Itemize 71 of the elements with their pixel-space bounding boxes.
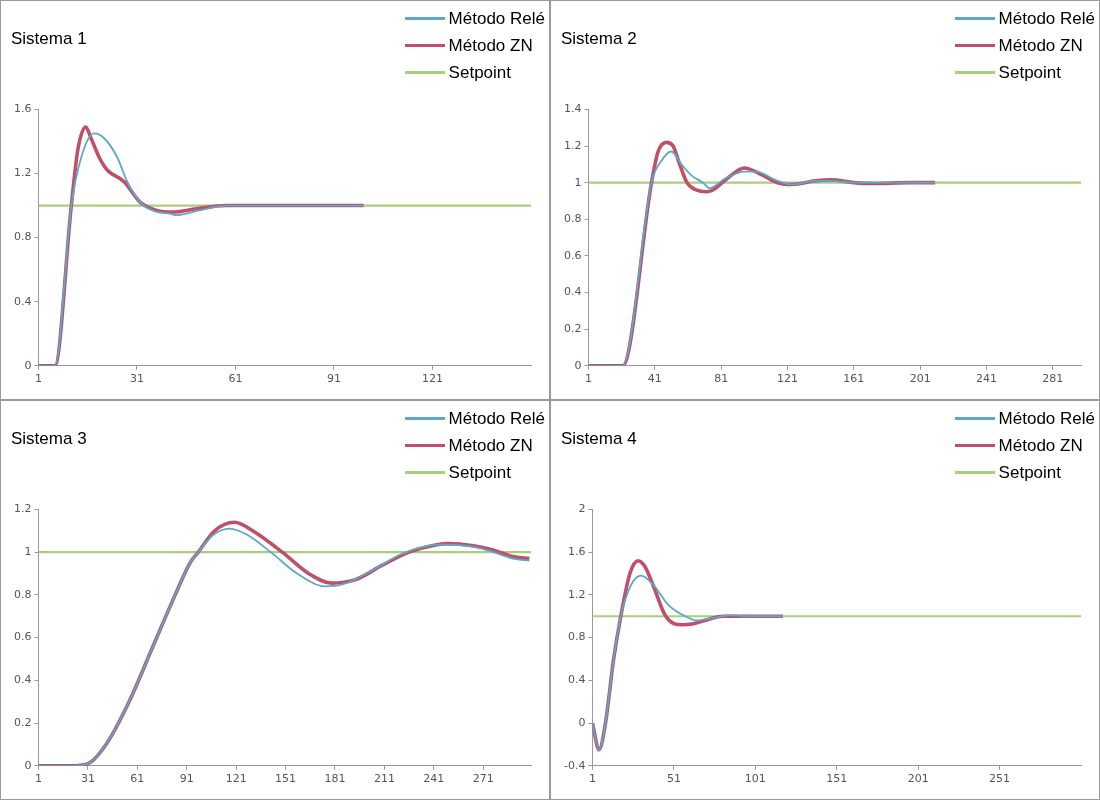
x-tick-label: 31 <box>80 772 95 786</box>
x-tick-label: 61 <box>228 372 243 386</box>
x-tick-label: 201 <box>909 372 931 386</box>
y-tick-label: 0.8 <box>563 212 582 226</box>
y-tick-label: 2 <box>578 502 586 516</box>
x-tick-label: 201 <box>907 772 929 786</box>
chart-title: Sistema 3 <box>11 428 87 448</box>
x-tick-label: 1 <box>588 772 596 786</box>
y-tick-label: 0.6 <box>13 630 32 644</box>
x-tick-label: 81 <box>714 372 729 386</box>
y-tick-label: 1.6 <box>567 544 586 558</box>
legend-label: Método Relé <box>998 408 1095 430</box>
y-tick-label: 0.8 <box>13 230 32 244</box>
x-tick-label: 181 <box>324 772 346 786</box>
x-tick-label: 91 <box>179 772 194 786</box>
y-tick-label: 0 <box>574 358 582 372</box>
y-tick-label: 1.2 <box>567 587 586 601</box>
y-tick-label: 0.2 <box>13 715 32 729</box>
x-tick-label: 91 <box>327 372 341 386</box>
y-tick-label: 0 <box>578 715 586 729</box>
legend-label: Método ZN <box>998 35 1083 57</box>
y-tick-label: 0 <box>24 758 32 772</box>
y-tick-label: 0.4 <box>567 673 586 687</box>
y-tick-label: 0.4 <box>563 285 582 299</box>
y-tick-label: 0.8 <box>13 587 32 601</box>
x-tick-label: 121 <box>422 372 443 386</box>
chart-title: Sistema 1 <box>11 28 87 48</box>
y-tick-label: 0 <box>24 358 32 372</box>
x-tick-label: 151 <box>826 772 848 786</box>
x-tick-label: 251 <box>989 772 1011 786</box>
legend-label: Método ZN <box>448 35 533 57</box>
x-tick-label: 161 <box>843 372 865 386</box>
legend-label: Setpoint <box>998 462 1061 484</box>
y-tick-label: 1.4 <box>563 102 582 116</box>
x-tick-label: 271 <box>472 772 494 786</box>
y-tick-label: 1.2 <box>13 502 32 516</box>
x-tick-label: 1 <box>34 372 42 386</box>
x-tick-label: 241 <box>423 772 445 786</box>
y-tick-label: 1 <box>24 544 32 558</box>
x-tick-label: 1 <box>34 772 42 786</box>
legend-label: Setpoint <box>448 462 511 484</box>
y-tick-label: 0.4 <box>13 673 32 687</box>
y-tick-label: 0.8 <box>567 630 586 644</box>
x-tick-label: 31 <box>129 372 144 386</box>
x-tick-label: 61 <box>130 772 145 786</box>
y-tick-label: 0.2 <box>563 322 582 336</box>
y-tick-label: 1.2 <box>13 166 32 180</box>
legend-label: Método Relé <box>448 8 545 30</box>
chart-title: Sistema 4 <box>561 428 637 448</box>
x-tick-label: 211 <box>373 772 395 786</box>
x-tick-label: 101 <box>744 772 766 786</box>
legend-label: Setpoint <box>448 62 511 84</box>
legend-label: Método Relé <box>998 8 1095 30</box>
x-tick-label: 41 <box>647 372 662 386</box>
x-tick-label: 51 <box>666 772 681 786</box>
chart-title: Sistema 2 <box>561 28 637 48</box>
y-tick-label: 1.2 <box>563 138 582 152</box>
x-tick-label: 151 <box>275 772 297 786</box>
legend-label: Setpoint <box>998 62 1061 84</box>
legend-label: Método ZN <box>998 435 1083 457</box>
y-tick-label: 1 <box>574 175 582 189</box>
y-tick-label: 1.6 <box>13 102 32 116</box>
x-tick-label: 241 <box>975 372 997 386</box>
legend-label: Método Relé <box>448 408 545 430</box>
x-tick-label: 121 <box>776 372 798 386</box>
y-tick-label: 0.6 <box>563 248 582 262</box>
y-tick-label: -0.4 <box>563 758 586 772</box>
legend-label: Método ZN <box>448 435 533 457</box>
x-tick-label: 281 <box>1042 372 1064 386</box>
y-tick-label: 0.4 <box>13 294 32 308</box>
x-tick-label: 121 <box>225 772 247 786</box>
